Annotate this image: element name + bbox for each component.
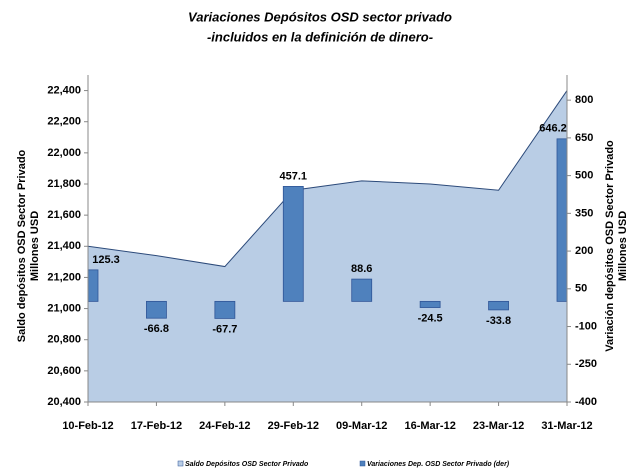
bar <box>146 300 167 319</box>
legend-label: Saldo Depósitos OSD Sector Privado <box>185 461 309 468</box>
y2-tick-label: 500 <box>575 170 593 182</box>
data-label: 457.1 <box>280 170 308 182</box>
bar <box>282 186 304 302</box>
chart-title: Variaciones Depósitos OSD sector privado <box>188 9 452 24</box>
y2-tick-label: 50 <box>575 283 587 295</box>
y-axis-title-line: Saldo depósitos OSD Sector Privado <box>16 149 28 342</box>
data-label: -67.7 <box>212 323 237 335</box>
bar <box>419 300 441 308</box>
bar <box>351 278 373 302</box>
y2-axis-title-line: Millones USD <box>617 211 629 281</box>
x-tick-label: 17-Feb-12 <box>131 420 182 432</box>
y2-tick-label: -400 <box>575 396 597 408</box>
x-tick-label: 31-Mar-12 <box>541 420 592 432</box>
y-tick-label: 22,000 <box>47 147 81 159</box>
y2-tick-label: 650 <box>575 132 593 144</box>
y-tick-label: 22,200 <box>47 116 81 128</box>
x-tick-label: 10-Feb-12 <box>62 420 113 432</box>
data-label: 646.2 <box>539 123 567 135</box>
x-tick-label: 09-Mar-12 <box>336 420 387 432</box>
y-tick-label: 21,600 <box>47 209 81 221</box>
x-tick-label: 23-Mar-12 <box>473 420 524 432</box>
x-tick-label: 16-Mar-12 <box>404 420 455 432</box>
y2-axis-title: Variación depósitos OSD Sector Privado M… <box>604 140 629 352</box>
chart-subtitle: -incluidos en la definición de dinero- <box>207 29 433 44</box>
y2-tick-label: -250 <box>575 358 597 370</box>
data-label: -24.5 <box>418 312 443 324</box>
bar <box>488 300 509 311</box>
y-tick-label: 21,200 <box>47 271 81 283</box>
y2-tick-label: 800 <box>575 94 593 106</box>
y2-tick-label: 350 <box>575 207 593 219</box>
bar <box>88 269 99 302</box>
y-tick-label: 21,400 <box>47 240 81 252</box>
legend-swatch <box>177 460 184 467</box>
y-tick-label: 21,000 <box>47 302 81 314</box>
y2-axis-title-line: Variación depósitos OSD Sector Privado <box>604 140 616 352</box>
x-tick-label: 29-Feb-12 <box>268 420 319 432</box>
y-axis-title: Saldo depósitos OSD Sector Privado Millo… <box>16 149 41 342</box>
y-tick-label: 20,600 <box>47 365 81 377</box>
legend-swatch <box>359 460 366 467</box>
data-label: -33.8 <box>486 315 511 327</box>
data-label: 88.6 <box>351 263 372 275</box>
y-tick-label: 21,800 <box>47 178 81 190</box>
y-tick-label: 20,800 <box>47 334 81 346</box>
y-axis-title-line: Millones USD <box>29 211 41 281</box>
y-tick-label: 20,400 <box>47 396 81 408</box>
y-tick-label: 22,400 <box>47 84 81 96</box>
area-line <box>88 90 567 268</box>
data-label: -66.8 <box>144 323 169 335</box>
x-tick-label: 24-Feb-12 <box>199 420 250 432</box>
y2-tick-label: 200 <box>575 245 593 257</box>
legend-label: Variaciones Dep. OSD Sector Privado (der… <box>367 461 510 468</box>
bar <box>556 138 567 302</box>
plot-area <box>88 90 567 402</box>
data-label: 125.3 <box>92 254 120 266</box>
bar <box>214 300 236 319</box>
area <box>88 90 567 402</box>
y2-tick-label: -100 <box>575 320 597 332</box>
